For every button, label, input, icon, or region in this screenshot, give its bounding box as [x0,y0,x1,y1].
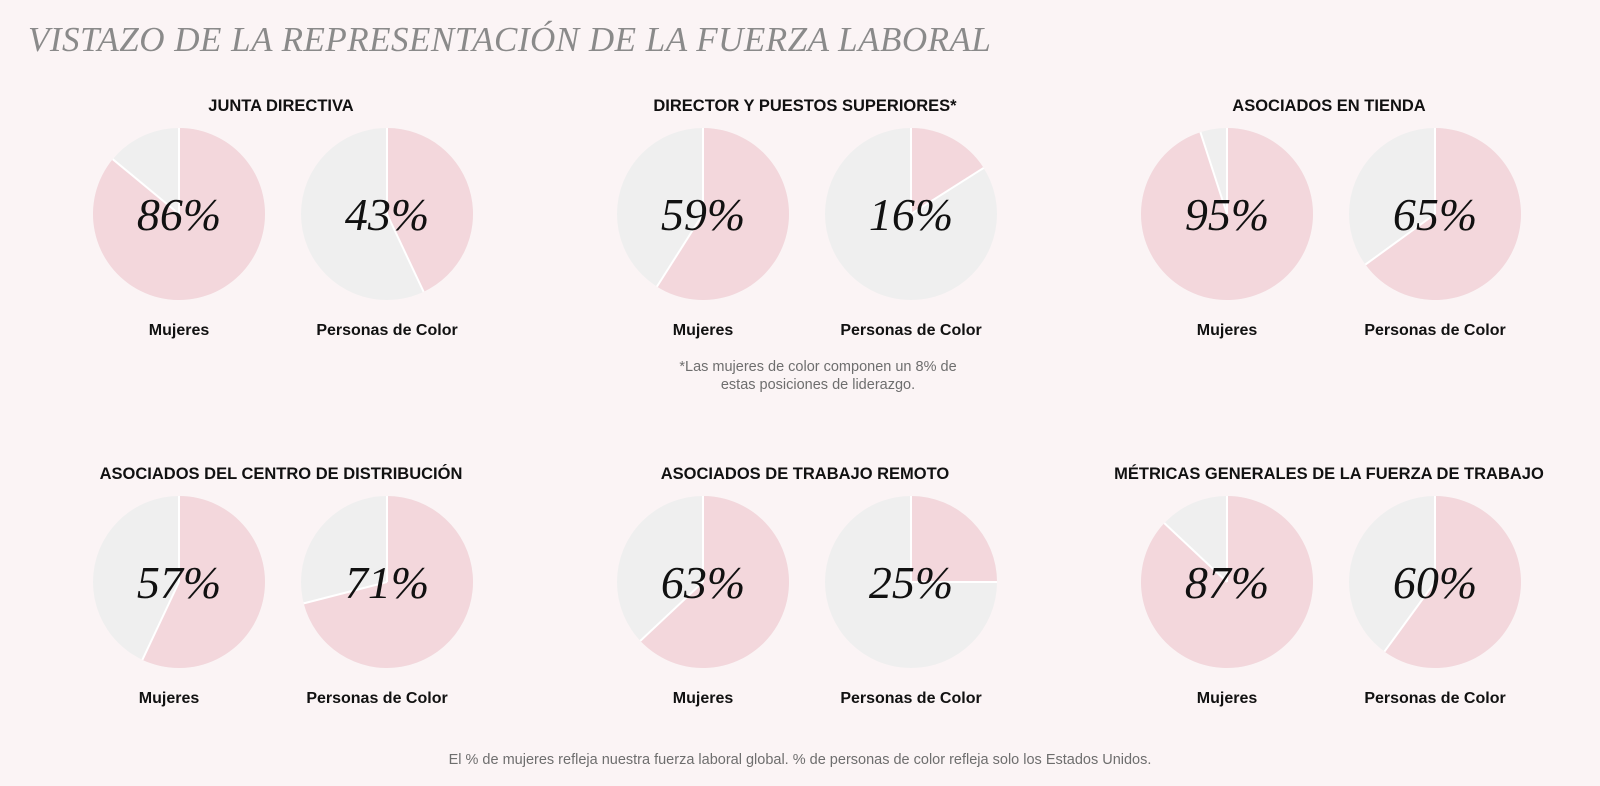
pie-value-label: 87% [1184,556,1270,608]
pie-value-label: 43% [344,188,430,240]
pie-value-label: 25% [868,556,954,608]
pie-value-label: 86% [136,188,222,240]
note-line: *Las mujeres de color componen un 8% de [679,359,957,375]
chart-title: JUNTA DIRECTIVA [208,97,354,115]
pie-separator [141,581,180,661]
pie-label-personas-de-color: Personas de Color [306,690,448,707]
pie-slice-value [142,496,265,668]
pie-chart: 65% [1348,127,1522,301]
pie-label-mujeres: Mujeres [138,690,200,707]
pie-separator [1163,522,1228,583]
pie-separator [386,213,425,293]
page-title: VISTAZO DE LA REPRESENTACIÓN DE LA FUERZ… [28,20,992,59]
pie-chart: 25% [824,495,998,669]
chart-title: MÉTRICAS GENERALES DE LA FUERZA DE TRABA… [1114,465,1544,483]
pie-chart: 16% [824,127,998,301]
pie-slice-value [1365,128,1521,300]
pie-svg [1349,496,1521,668]
pie-separator [112,158,180,215]
pie-label-personas-de-color: Personas de Color [1364,690,1506,707]
note-line: estas posiciones de liderazgo. [720,377,916,393]
footnote: El % de mujeres refleja nuestra fuerza l… [448,752,1152,768]
pie-svg [825,128,997,300]
pie-value-label: 65% [1392,188,1478,240]
pie-label-personas-de-color: Personas de Color [840,322,982,339]
pie-chart: 71% [300,495,474,669]
pie-label-mujeres: Mujeres [1196,690,1258,707]
pie-chart: 57% [92,495,266,669]
pie-chart: 95% [1140,127,1314,301]
pie-chart: 59% [616,127,790,301]
chart-title: ASOCIADOS EN TIENDA [1232,97,1426,115]
pie-chart: 60% [1348,495,1522,669]
pie-slice-value [387,128,474,292]
pie-label-mujeres: Mujeres [148,322,210,339]
pie-slice-value [1384,496,1521,668]
pie-label-mujeres: Mujeres [672,322,734,339]
pie-slice-value [911,128,984,214]
pie-label-mujeres: Mujeres [672,690,734,707]
pie-svg [1349,128,1521,300]
pie-svg [617,496,790,668]
pie-label-personas-de-color: Personas de Color [840,690,982,707]
pie-svg [301,496,473,668]
pie-label-personas-de-color: Personas de Color [316,322,458,339]
pie-value-label: 16% [868,188,954,240]
pie-svg [825,496,997,668]
chart-title: ASOCIADOS DEL CENTRO DE DISTRIBUCIÓN [99,465,463,483]
chart-title: DIRECTOR Y PUESTOS SUPERIORES* [653,97,957,115]
pie-separator [656,213,704,288]
pie-chart: 63% [616,495,790,669]
leadership-note: *Las mujeres de color componen un 8% de … [560,358,1076,394]
pie-value-label: 95% [1184,188,1270,240]
chart-title: ASOCIADOS DE TRABAJO REMOTO [660,465,950,483]
pie-slice-value [640,496,790,668]
pie-separator [1364,213,1436,266]
pie-slice-value [656,128,790,300]
pie-separator [303,581,388,605]
pie-separator [639,581,704,642]
pie-separator [1199,131,1228,215]
pie-value-label: 60% [1392,556,1478,608]
pie-chart: 87% [1140,495,1314,669]
pie-value-label: 63% [660,556,746,608]
pie-value-label: 71% [344,556,430,608]
pie-svg [1140,128,1313,300]
pie-slice-value [911,496,997,582]
pie-chart: 86% [92,127,266,301]
pie-label-personas-de-color: Personas de Color [1364,322,1506,339]
pie-svg [1141,496,1314,668]
pie-value-label: 57% [136,556,222,608]
pie-svg [617,128,790,300]
pie-svg [301,128,474,300]
pie-slice-value [303,496,473,668]
pie-separator [1383,581,1436,653]
pie-svg [93,496,265,668]
pie-value-label: 59% [660,188,746,240]
pie-chart: 43% [300,127,474,301]
pie-separator [910,167,985,215]
pie-svg [93,128,266,300]
pie-label-mujeres: Mujeres [1196,322,1258,339]
